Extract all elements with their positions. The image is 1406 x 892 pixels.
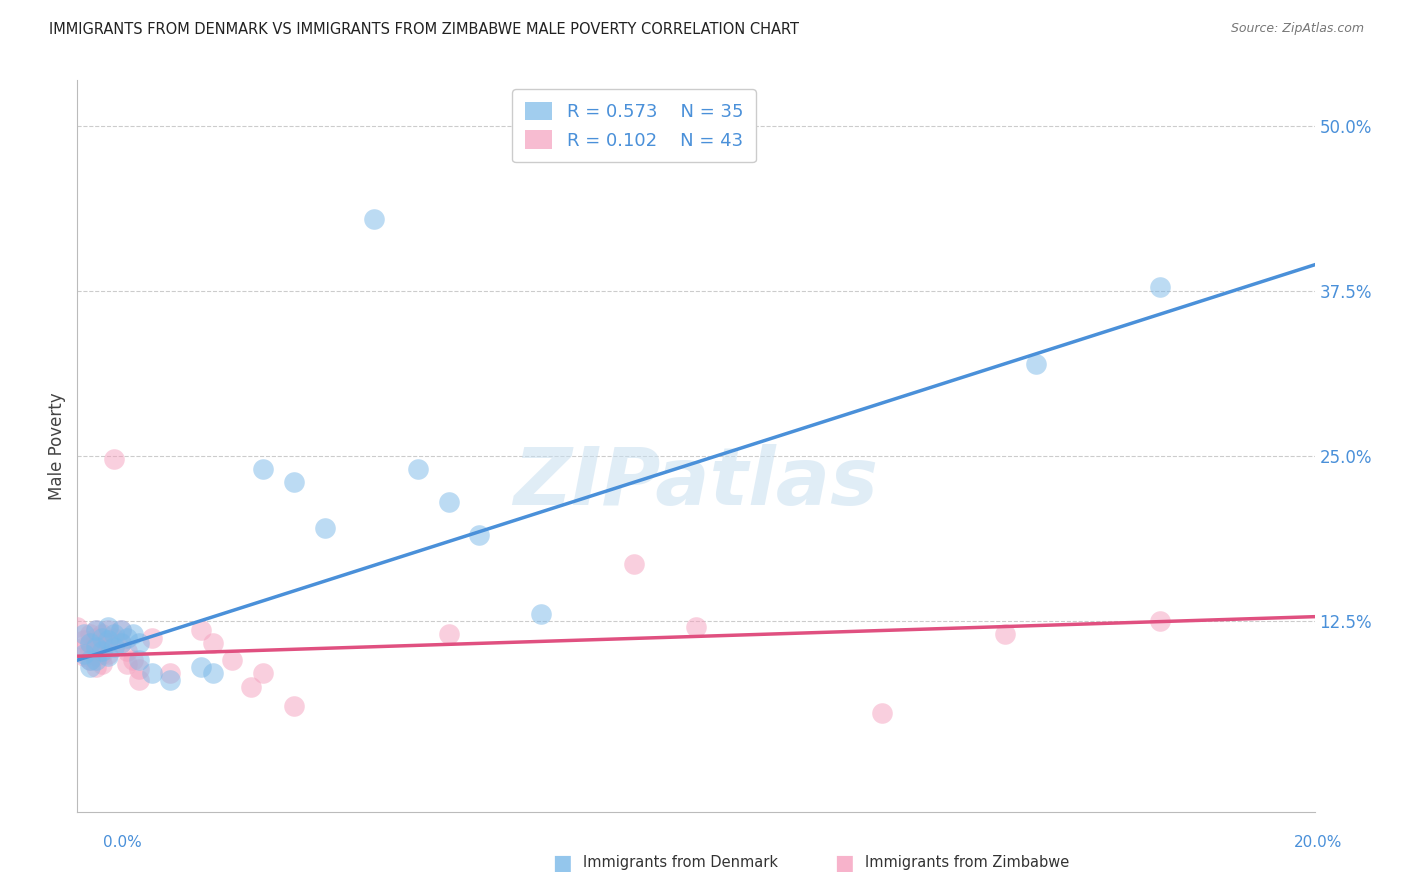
Point — [283, 699, 305, 714]
Point — [79, 636, 101, 650]
Point — [97, 623, 120, 637]
Y-axis label: Male Poverty: Male Poverty — [48, 392, 66, 500]
Point — [91, 627, 114, 641]
Point — [79, 627, 101, 641]
Point — [103, 627, 125, 641]
Point — [79, 644, 101, 658]
Legend: R = 0.573    N = 35, R = 0.102    N = 43: R = 0.573 N = 35, R = 0.102 N = 43 — [512, 89, 756, 162]
Point — [530, 607, 553, 621]
Point — [141, 631, 163, 645]
Point — [283, 475, 305, 490]
Point — [110, 623, 132, 637]
Point — [406, 462, 429, 476]
Point — [72, 649, 94, 664]
Point — [1149, 280, 1171, 294]
Point — [128, 636, 150, 650]
Point — [84, 623, 107, 637]
Point — [91, 631, 114, 645]
Point — [239, 680, 262, 694]
Point — [103, 451, 125, 466]
Point — [84, 623, 107, 637]
Point — [110, 623, 132, 637]
Text: ■: ■ — [553, 853, 572, 872]
Point — [110, 636, 132, 650]
Point — [190, 659, 212, 673]
Point — [72, 633, 94, 648]
Point — [84, 649, 107, 664]
Text: IMMIGRANTS FROM DENMARK VS IMMIGRANTS FROM ZIMBABWE MALE POVERTY CORRELATION CHA: IMMIGRANTS FROM DENMARK VS IMMIGRANTS FR… — [49, 22, 799, 37]
Point — [128, 653, 150, 667]
Point — [115, 631, 138, 645]
Text: Immigrants from Zimbabwe: Immigrants from Zimbabwe — [865, 855, 1069, 870]
Point — [128, 662, 150, 676]
Point — [110, 636, 132, 650]
Point — [159, 666, 181, 681]
Point — [79, 653, 101, 667]
Text: 20.0%: 20.0% — [1295, 836, 1343, 850]
Point — [97, 633, 120, 648]
Point — [97, 649, 120, 664]
Point — [437, 627, 460, 641]
Point — [190, 623, 212, 637]
Text: Source: ZipAtlas.com: Source: ZipAtlas.com — [1230, 22, 1364, 36]
Point — [97, 620, 120, 634]
Point — [314, 521, 336, 535]
Point — [363, 211, 385, 226]
Point — [84, 659, 107, 673]
Point — [468, 528, 491, 542]
Point — [159, 673, 181, 687]
Point — [870, 706, 893, 720]
Text: 0.0%: 0.0% — [103, 836, 142, 850]
Point — [91, 644, 114, 658]
Point — [84, 631, 107, 645]
Point — [115, 657, 138, 672]
Point — [994, 627, 1017, 641]
Point — [84, 640, 107, 654]
Point — [623, 557, 645, 571]
Point — [84, 653, 107, 667]
Point — [72, 647, 94, 661]
Point — [141, 666, 163, 681]
Point — [437, 495, 460, 509]
Point — [91, 647, 114, 661]
Point — [252, 666, 274, 681]
Point — [97, 647, 120, 661]
Point — [221, 653, 243, 667]
Point — [66, 620, 89, 634]
Point — [79, 659, 101, 673]
Point — [128, 673, 150, 687]
Text: Immigrants from Denmark: Immigrants from Denmark — [583, 855, 779, 870]
Point — [91, 636, 114, 650]
Point — [252, 462, 274, 476]
Point — [72, 640, 94, 654]
Point — [122, 627, 145, 641]
Point — [84, 640, 107, 654]
Point — [103, 640, 125, 654]
Point — [79, 636, 101, 650]
Text: ■: ■ — [834, 853, 853, 872]
Point — [202, 636, 225, 650]
Text: ZIPatlas: ZIPatlas — [513, 443, 879, 522]
Point — [1149, 614, 1171, 628]
Point — [202, 666, 225, 681]
Point — [97, 636, 120, 650]
Point — [91, 657, 114, 672]
Point — [103, 631, 125, 645]
Point — [79, 653, 101, 667]
Point — [122, 653, 145, 667]
Point — [115, 644, 138, 658]
Point — [72, 627, 94, 641]
Point — [1025, 357, 1047, 371]
Point — [685, 620, 707, 634]
